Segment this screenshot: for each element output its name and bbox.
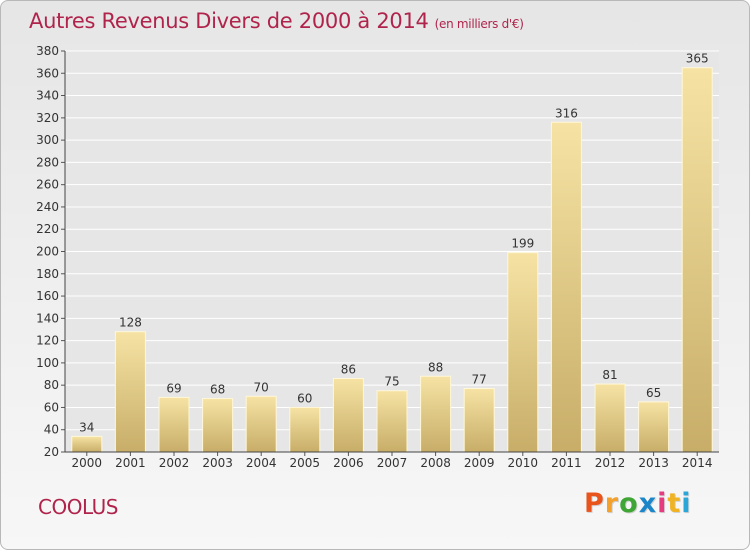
data-label: 316 bbox=[555, 106, 578, 120]
data-label: 60 bbox=[297, 391, 312, 405]
bar-2009 bbox=[463, 388, 495, 453]
x-tick-label: 2004 bbox=[246, 456, 277, 470]
data-label: 86 bbox=[341, 362, 356, 376]
y-tick-label: 360 bbox=[36, 66, 59, 80]
brand-letter: t bbox=[667, 488, 682, 519]
y-tick-label: 340 bbox=[36, 89, 59, 103]
brand-logo: Proxiti bbox=[584, 488, 692, 519]
chart-title-text: Autres Revenus Divers de 2000 à 2014 bbox=[29, 9, 429, 33]
x-tick-label: 2009 bbox=[464, 456, 495, 470]
x-tick-label: 2005 bbox=[290, 456, 321, 470]
x-tick-label: 2012 bbox=[595, 456, 626, 470]
bar-2001 bbox=[114, 331, 146, 453]
data-label: 128 bbox=[119, 316, 142, 330]
y-tick-label: 260 bbox=[36, 178, 59, 192]
bar-2008 bbox=[420, 375, 452, 453]
x-tick-label: 2014 bbox=[682, 456, 713, 470]
x-tick-label: 2008 bbox=[420, 456, 451, 470]
bar-2011 bbox=[550, 121, 582, 453]
data-label: 70 bbox=[254, 380, 269, 394]
bar-2000 bbox=[71, 435, 103, 453]
data-label: 81 bbox=[602, 368, 617, 382]
bar-2010 bbox=[507, 252, 539, 453]
brand-letter: i bbox=[657, 488, 668, 519]
x-tick-label: 2001 bbox=[115, 456, 146, 470]
x-tick-label: 2002 bbox=[159, 456, 190, 470]
data-label: 77 bbox=[472, 373, 487, 387]
bar-2005 bbox=[289, 406, 321, 453]
y-tick-label: 20 bbox=[44, 445, 59, 459]
brand-letter: P bbox=[584, 488, 605, 519]
chart-title: Autres Revenus Divers de 2000 à 2014 (en … bbox=[29, 9, 524, 33]
bar-2007 bbox=[376, 390, 408, 453]
y-tick-label: 140 bbox=[36, 311, 59, 325]
bar-2013 bbox=[638, 401, 670, 453]
place-name: COOLUS bbox=[38, 495, 118, 519]
data-label: 199 bbox=[511, 237, 534, 251]
y-tick-label: 100 bbox=[36, 356, 59, 370]
y-tick-label: 200 bbox=[36, 245, 59, 259]
y-tick-label: 40 bbox=[44, 423, 59, 437]
brand-letter: i bbox=[681, 488, 692, 519]
data-label: 88 bbox=[428, 360, 443, 374]
chart-unit: (en milliers d'€) bbox=[434, 17, 524, 31]
y-tick-label: 240 bbox=[36, 200, 59, 214]
bar-2014 bbox=[681, 67, 713, 453]
data-label: 65 bbox=[646, 386, 661, 400]
y-tick-label: 120 bbox=[36, 334, 59, 348]
bar-2012 bbox=[594, 383, 626, 453]
x-tick-label: 2006 bbox=[333, 456, 364, 470]
data-label: 365 bbox=[686, 52, 709, 66]
brand-letter: r bbox=[604, 488, 620, 519]
x-tick-label: 2010 bbox=[508, 456, 539, 470]
y-tick-label: 380 bbox=[36, 44, 59, 58]
x-tick-label: 2007 bbox=[377, 456, 408, 470]
bar-2002 bbox=[158, 396, 190, 453]
bar-2003 bbox=[202, 398, 234, 453]
bar-2004 bbox=[245, 395, 277, 453]
y-tick-label: 280 bbox=[36, 155, 59, 169]
y-tick-label: 320 bbox=[36, 111, 59, 125]
data-label: 34 bbox=[79, 420, 94, 434]
x-tick-label: 2011 bbox=[551, 456, 582, 470]
x-tick-label: 2003 bbox=[202, 456, 233, 470]
y-tick-label: 220 bbox=[36, 222, 59, 236]
data-label: 75 bbox=[384, 375, 399, 389]
x-tick-label: 2000 bbox=[72, 456, 103, 470]
brand-letter: x bbox=[638, 488, 658, 519]
y-tick-label: 80 bbox=[44, 378, 59, 392]
brand-letter: o bbox=[619, 488, 639, 519]
bar-2006 bbox=[332, 377, 364, 453]
y-tick-label: 60 bbox=[44, 400, 59, 414]
y-tick-label: 180 bbox=[36, 267, 59, 281]
y-tick-label: 160 bbox=[36, 289, 59, 303]
data-label: 68 bbox=[210, 383, 225, 397]
x-tick-label: 2013 bbox=[638, 456, 669, 470]
y-tick-label: 300 bbox=[36, 133, 59, 147]
data-label: 69 bbox=[166, 381, 181, 395]
